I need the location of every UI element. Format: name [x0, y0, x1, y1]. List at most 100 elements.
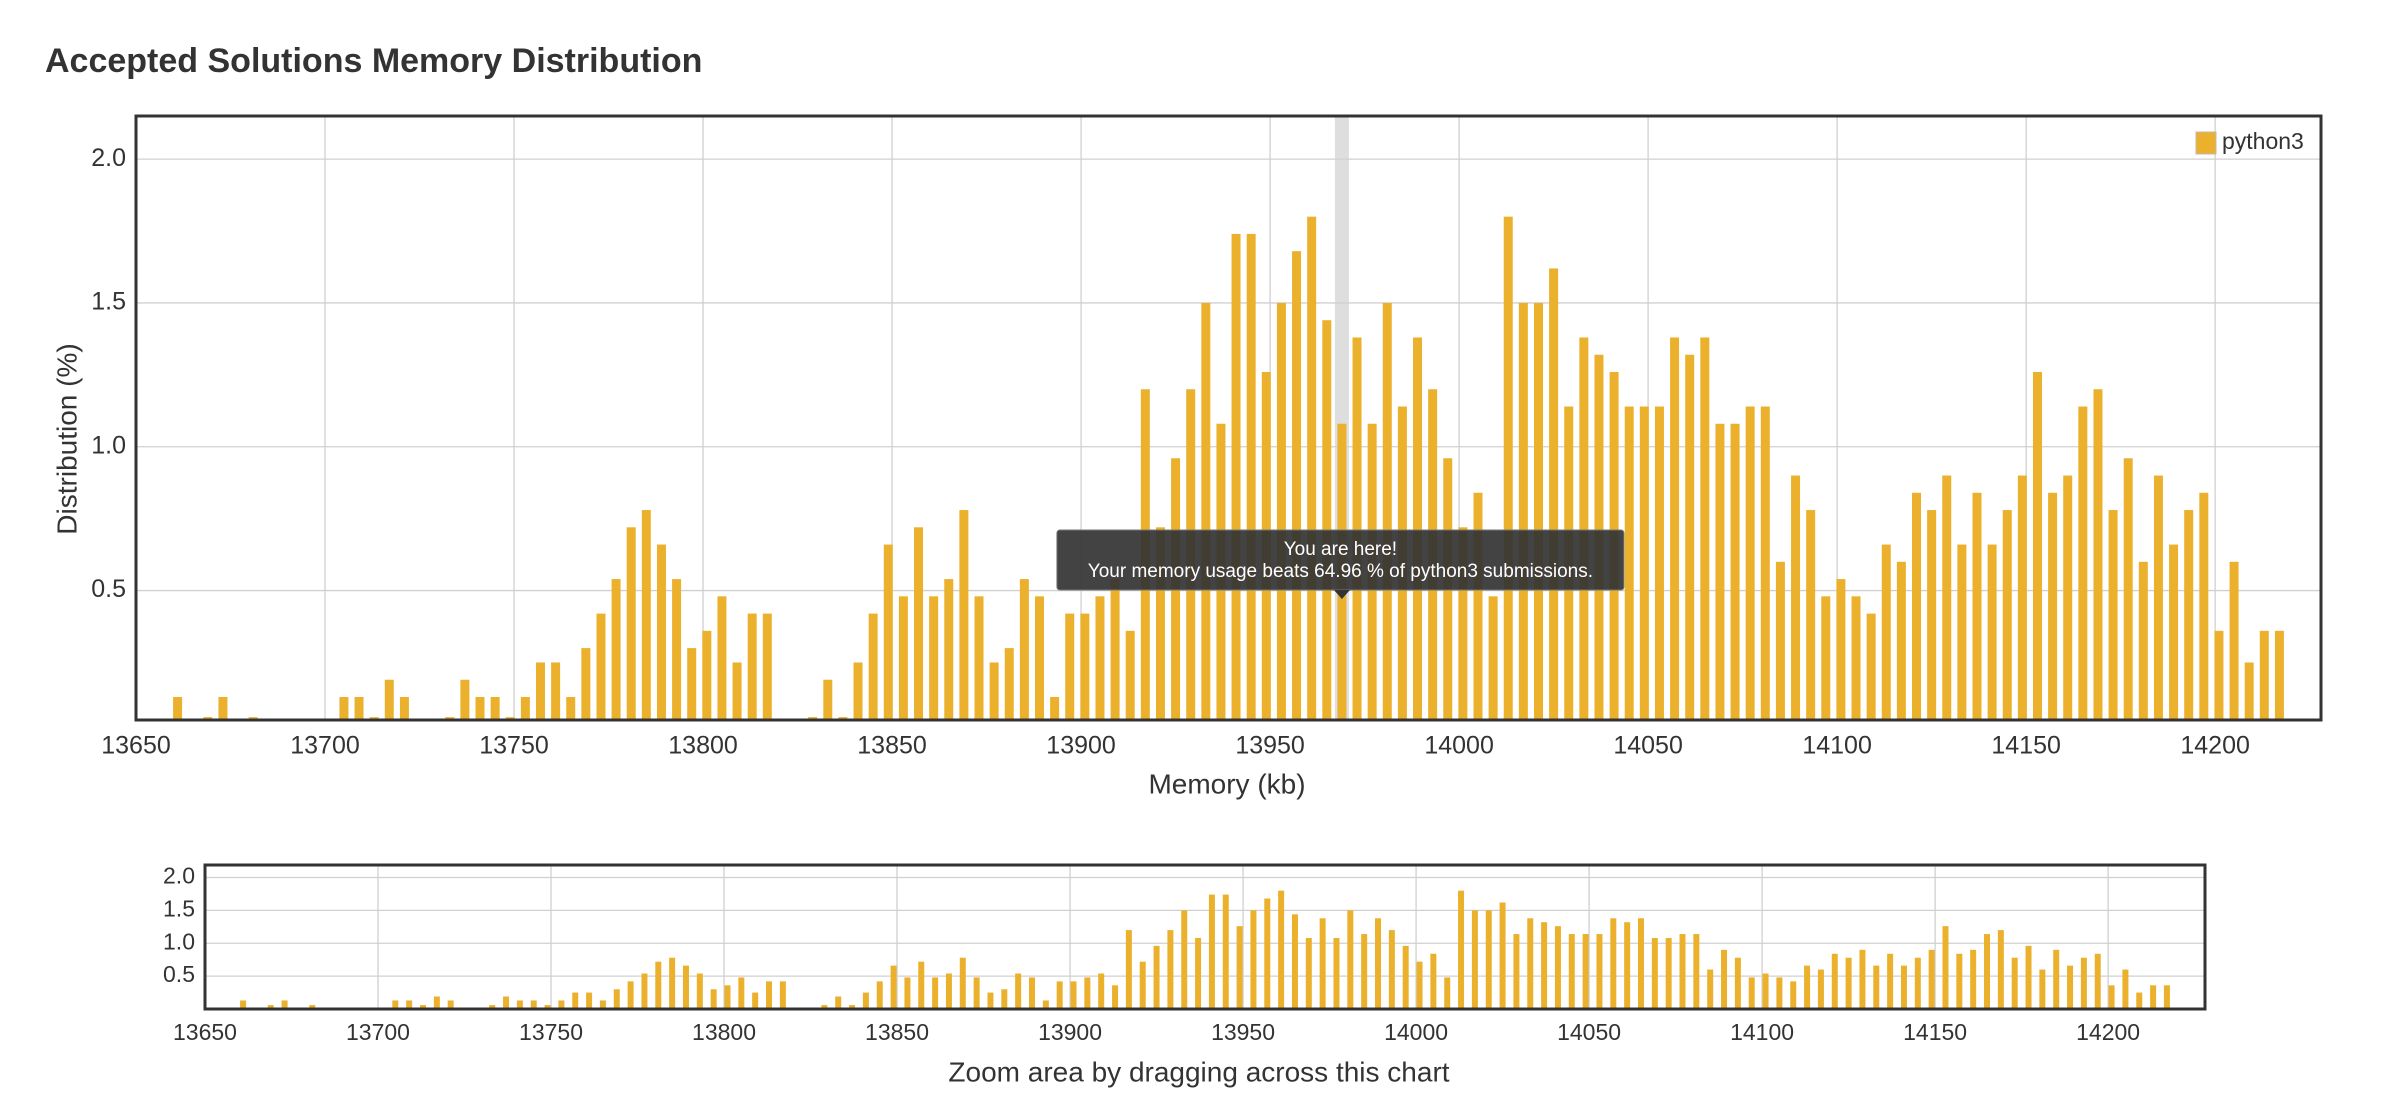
bar — [890, 965, 897, 1009]
x-tick-label: 14000 — [1424, 732, 1494, 760]
bar — [1416, 961, 1423, 1009]
x-tick-label: 14150 — [1903, 1019, 1967, 1045]
bar — [1836, 579, 1846, 720]
bar — [904, 977, 911, 1009]
bar — [281, 1000, 288, 1009]
bar — [613, 989, 620, 1009]
bar — [1670, 337, 1680, 720]
bar — [752, 992, 759, 1009]
bar — [551, 662, 561, 720]
bar — [959, 957, 966, 1009]
bar — [1402, 945, 1409, 1009]
bar — [1001, 989, 1008, 1009]
bar — [1307, 216, 1317, 720]
bar — [1887, 953, 1894, 1009]
bar — [599, 1000, 606, 1009]
bar — [1775, 561, 1785, 720]
bar — [1503, 216, 1513, 720]
bar — [849, 1005, 856, 1009]
bar — [2048, 492, 2058, 720]
bar — [1413, 337, 1423, 720]
bar — [1019, 579, 1029, 720]
bar — [1473, 492, 1483, 720]
navigator-caption[interactable]: Zoom area by dragging across this chart — [948, 1056, 1449, 1087]
bar — [656, 544, 666, 720]
bar — [1333, 937, 1340, 1009]
bar — [929, 596, 939, 720]
bar — [1153, 945, 1160, 1009]
bar — [2138, 561, 2148, 720]
bar — [1554, 926, 1561, 1009]
bar — [1095, 596, 1105, 720]
bar — [2123, 458, 2133, 720]
y-tick-label: 2.0 — [91, 144, 126, 172]
bar — [1721, 949, 1728, 1009]
bar — [669, 957, 676, 1009]
y-tick-label: 0.5 — [163, 961, 195, 987]
bar — [1352, 337, 1362, 720]
bar — [1851, 596, 1861, 720]
bar — [433, 996, 440, 1009]
bar — [876, 981, 883, 1009]
x-tick-label: 14050 — [1613, 732, 1683, 760]
bar — [1804, 965, 1811, 1009]
x-tick-label: 13700 — [290, 732, 360, 760]
bar — [1817, 969, 1824, 1009]
bar — [1734, 957, 1741, 1009]
bar — [1181, 910, 1188, 1009]
bar — [762, 613, 772, 720]
bar — [586, 992, 593, 1009]
bar — [868, 613, 878, 720]
bar — [2093, 389, 2103, 720]
bar — [1488, 596, 1498, 720]
bar — [2244, 662, 2254, 720]
bar — [1361, 934, 1368, 1009]
y-tick-label: 1.5 — [163, 895, 195, 921]
bar — [460, 679, 470, 720]
bar — [1458, 890, 1465, 1009]
bar — [738, 977, 745, 1009]
bar — [710, 989, 717, 1009]
chart-title: Accepted Solutions Memory Distribution — [45, 42, 702, 80]
bar — [544, 1005, 551, 1009]
bar — [987, 992, 994, 1009]
bar — [1845, 957, 1852, 1009]
bar — [581, 648, 591, 720]
bar — [2150, 985, 2157, 1009]
y-tick-label: 1.5 — [91, 288, 126, 316]
bar — [516, 1000, 523, 1009]
bar — [1125, 930, 1132, 1009]
plot-frame — [203, 863, 2207, 1011]
bar — [503, 996, 510, 1009]
x-tick-label: 14050 — [1557, 1019, 1621, 1045]
legend-swatch — [2195, 131, 2217, 155]
bar — [696, 973, 703, 1009]
bar — [682, 965, 689, 1009]
bar — [309, 1005, 316, 1009]
bar — [1110, 579, 1120, 720]
bar — [2259, 630, 2269, 720]
x-tick-label: 14200 — [2180, 732, 2250, 760]
bar — [1760, 406, 1770, 720]
bar — [520, 696, 530, 720]
x-tick-label: 13900 — [1038, 1019, 1102, 1045]
bar — [2163, 985, 2170, 1009]
bar — [1139, 961, 1146, 1009]
bar — [392, 1000, 399, 1009]
bar — [1276, 302, 1286, 720]
bar — [1624, 406, 1634, 720]
bar — [1987, 544, 1997, 720]
bar — [932, 977, 939, 1009]
bar — [1042, 1000, 1049, 1009]
bar — [1070, 981, 1077, 1009]
bar — [2053, 949, 2060, 1009]
bar — [611, 579, 621, 720]
x-tick-label: 14100 — [1802, 732, 1872, 760]
x-tick-label: 13850 — [865, 1019, 929, 1045]
bar — [766, 981, 773, 1009]
tooltip-pointer — [1333, 590, 1350, 599]
bar — [1596, 934, 1603, 1009]
bar — [1513, 934, 1520, 1009]
bar — [1806, 510, 1816, 720]
bar — [627, 981, 634, 1009]
